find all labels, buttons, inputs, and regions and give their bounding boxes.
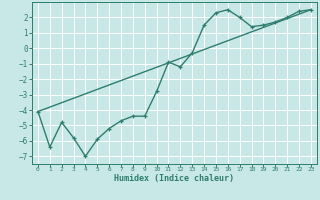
X-axis label: Humidex (Indice chaleur): Humidex (Indice chaleur) <box>115 174 234 183</box>
